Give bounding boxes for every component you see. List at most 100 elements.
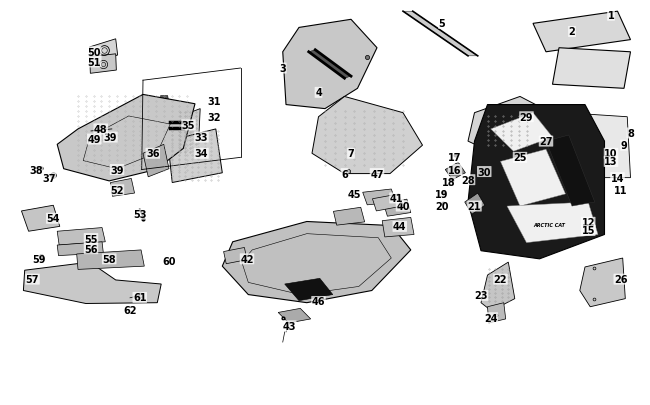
Polygon shape	[372, 194, 402, 211]
Polygon shape	[312, 97, 422, 174]
Text: 28: 28	[462, 175, 474, 185]
Polygon shape	[161, 96, 171, 117]
Text: 16: 16	[448, 165, 461, 175]
Text: 43: 43	[283, 321, 296, 331]
Text: 9: 9	[621, 141, 627, 151]
Text: 8: 8	[627, 129, 634, 139]
Polygon shape	[21, 206, 60, 232]
Text: 3: 3	[280, 64, 286, 74]
Text: 1: 1	[608, 11, 614, 21]
Text: 15: 15	[582, 226, 595, 236]
Text: 44: 44	[393, 222, 406, 232]
Polygon shape	[580, 258, 625, 307]
Text: 17: 17	[448, 153, 461, 163]
Text: 2: 2	[569, 28, 575, 37]
Text: 59: 59	[32, 254, 46, 264]
Text: 14: 14	[611, 173, 624, 183]
Polygon shape	[566, 113, 630, 178]
Text: 51: 51	[88, 58, 101, 68]
Text: 39: 39	[111, 165, 124, 175]
Text: 36: 36	[146, 149, 159, 159]
Polygon shape	[283, 20, 377, 109]
Text: 19: 19	[436, 190, 448, 199]
Polygon shape	[143, 145, 169, 177]
Polygon shape	[363, 190, 396, 205]
Text: 42: 42	[240, 254, 254, 264]
Text: 62: 62	[124, 305, 136, 315]
Text: 7: 7	[348, 149, 354, 159]
Text: 60: 60	[162, 256, 176, 266]
Text: 46: 46	[312, 297, 325, 307]
Text: 13: 13	[604, 157, 617, 167]
Polygon shape	[309, 51, 351, 79]
Text: 32: 32	[208, 113, 221, 122]
Polygon shape	[500, 150, 566, 207]
Text: 41: 41	[390, 194, 403, 203]
Text: 12: 12	[582, 218, 595, 228]
Polygon shape	[333, 208, 365, 226]
Text: 47: 47	[370, 169, 383, 179]
Text: 57: 57	[26, 275, 39, 284]
Polygon shape	[465, 194, 485, 215]
Text: 6: 6	[341, 169, 348, 179]
Text: 56: 56	[84, 244, 98, 254]
Text: 49: 49	[88, 135, 101, 145]
Polygon shape	[468, 105, 604, 259]
Polygon shape	[403, 12, 478, 57]
Polygon shape	[552, 49, 630, 89]
Text: 29: 29	[520, 113, 533, 122]
Text: 58: 58	[103, 254, 116, 264]
Polygon shape	[168, 130, 222, 183]
Polygon shape	[90, 55, 116, 74]
Polygon shape	[468, 97, 559, 154]
Text: 25: 25	[514, 153, 526, 163]
Polygon shape	[111, 179, 135, 197]
Polygon shape	[382, 218, 414, 237]
Polygon shape	[177, 109, 200, 155]
Text: 11: 11	[614, 185, 627, 195]
Text: 55: 55	[84, 234, 98, 244]
Text: 10: 10	[604, 149, 617, 159]
Polygon shape	[484, 113, 526, 150]
Polygon shape	[546, 136, 595, 207]
Text: 4: 4	[315, 88, 322, 98]
Text: 53: 53	[133, 210, 146, 220]
Text: 18: 18	[442, 177, 455, 187]
Text: 35: 35	[182, 121, 195, 130]
Text: 23: 23	[474, 291, 488, 301]
Text: 37: 37	[42, 173, 55, 183]
Polygon shape	[285, 279, 333, 301]
Polygon shape	[533, 12, 630, 53]
Polygon shape	[445, 163, 465, 180]
Text: 21: 21	[468, 202, 481, 211]
Polygon shape	[491, 113, 552, 152]
Text: 61: 61	[133, 293, 146, 303]
Text: 20: 20	[436, 202, 448, 211]
Text: 48: 48	[94, 125, 107, 134]
Polygon shape	[278, 309, 311, 323]
Text: 22: 22	[494, 275, 507, 284]
Text: 33: 33	[195, 133, 208, 143]
Text: 54: 54	[47, 214, 60, 224]
Text: 31: 31	[208, 96, 221, 106]
Polygon shape	[90, 40, 118, 64]
Text: 50: 50	[88, 48, 101, 58]
Polygon shape	[57, 95, 195, 181]
Polygon shape	[481, 262, 515, 311]
Text: 27: 27	[540, 137, 552, 147]
Text: 52: 52	[111, 185, 124, 195]
Text: 30: 30	[478, 167, 491, 177]
Text: 45: 45	[348, 190, 361, 199]
Text: 24: 24	[484, 313, 497, 323]
Text: ARCTIC CAT: ARCTIC CAT	[533, 222, 566, 227]
Polygon shape	[23, 262, 161, 304]
Text: 26: 26	[614, 275, 627, 284]
Polygon shape	[57, 242, 103, 256]
Polygon shape	[224, 248, 247, 264]
Text: 40: 40	[396, 202, 410, 211]
Polygon shape	[488, 303, 506, 323]
Text: 39: 39	[104, 133, 117, 143]
Polygon shape	[384, 200, 411, 217]
Polygon shape	[507, 202, 598, 243]
Text: 38: 38	[29, 165, 42, 175]
